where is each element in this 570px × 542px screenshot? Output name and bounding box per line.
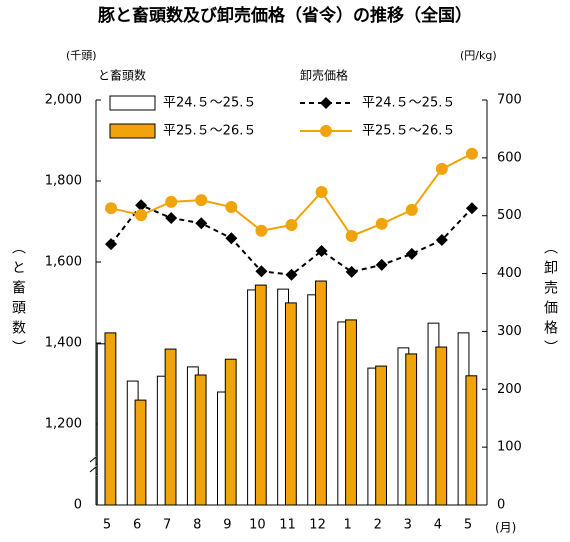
- y2-tick-label: 0: [497, 498, 505, 513]
- marker: [345, 265, 358, 278]
- bar: [164, 348, 177, 506]
- marker: [225, 232, 238, 245]
- bar: [375, 365, 388, 506]
- y-tick-label: 1,400: [45, 336, 82, 351]
- marker: [375, 217, 388, 230]
- y2-tick-label: 400: [497, 266, 522, 281]
- x-unit: (月): [495, 521, 516, 535]
- x-tick-label: 7: [163, 518, 171, 533]
- marker: [165, 212, 178, 225]
- y2-tick-label: 700: [497, 93, 522, 108]
- bar: [435, 346, 448, 506]
- x-tick-label: 9: [223, 518, 231, 533]
- marker: [105, 202, 118, 215]
- marker: [345, 229, 358, 242]
- legend-swatch: [109, 123, 156, 139]
- bar: [284, 302, 297, 506]
- marker: [405, 203, 418, 216]
- bar: [104, 332, 117, 506]
- marker: [255, 224, 268, 237]
- legend-label: 平24.５～25.５: [362, 96, 455, 111]
- legend-marker: [320, 125, 332, 137]
- bar: [345, 319, 357, 506]
- bar: [254, 284, 267, 506]
- legend-label: 平24.５～25.５: [163, 96, 256, 111]
- y2-tick-label: 300: [497, 324, 522, 339]
- marker: [195, 217, 208, 230]
- y-tick-label: 2,000: [45, 93, 82, 108]
- y-unit: (千頭): [66, 49, 97, 62]
- marker: [165, 195, 178, 208]
- marker: [105, 238, 118, 251]
- chart-title: 豚と畜頭数及び卸売価格（省令）の推移（全国）: [98, 5, 472, 26]
- legend-group-title: 卸売価格: [300, 68, 348, 83]
- y-tick-label: 1,600: [45, 255, 82, 270]
- legend-group-title: と畜頭数: [98, 68, 146, 83]
- bar: [315, 280, 327, 506]
- marker: [135, 209, 148, 222]
- legend-swatch: [109, 95, 156, 111]
- y2-axis-title: （卸売価格）: [542, 240, 558, 360]
- x-tick-label: 11: [279, 518, 296, 533]
- marker: [225, 201, 238, 214]
- y2-tick-label: 100: [497, 440, 522, 455]
- marker: [315, 185, 328, 198]
- x-tick-label: 8: [193, 518, 201, 533]
- marker: [285, 218, 298, 231]
- marker: [135, 199, 148, 212]
- y2-unit: (円/kg): [460, 49, 497, 62]
- y-axis-title: （と畜頭数）: [10, 240, 26, 360]
- x-tick-label: 4: [434, 518, 442, 533]
- marker: [465, 147, 478, 160]
- legend-label: 平25.５～26.５: [362, 124, 455, 139]
- legend-label: 平25.５～26.５: [163, 124, 256, 139]
- x-tick-label: 12: [309, 518, 326, 533]
- marker: [435, 162, 448, 175]
- x-tick-label: 6: [133, 518, 141, 533]
- marker: [195, 194, 208, 207]
- x-tick-label: 2: [374, 518, 382, 533]
- bar: [194, 374, 207, 506]
- marker: [435, 234, 448, 247]
- x-tick-label: 10: [249, 518, 266, 533]
- y2-tick-label: 600: [497, 150, 522, 165]
- marker: [465, 202, 478, 215]
- y2-tick-label: 200: [497, 382, 522, 397]
- marker: [375, 258, 388, 271]
- marker: [255, 265, 268, 278]
- y-tick-label: 1,200: [45, 417, 82, 432]
- marker: [315, 245, 328, 258]
- x-tick-label: 3: [404, 518, 412, 533]
- y2-tick-label: 500: [497, 208, 522, 223]
- bar: [134, 399, 147, 506]
- line: [110, 204, 473, 276]
- y-tick-label: 0: [74, 498, 82, 513]
- x-tick-label: 5: [103, 518, 111, 533]
- bar: [405, 353, 418, 506]
- x-tick-label: 1: [344, 518, 352, 533]
- marker: [285, 268, 298, 281]
- legend-marker: [320, 97, 332, 109]
- x-tick-label: 5: [464, 518, 472, 533]
- y-tick-label: 1,800: [45, 174, 82, 189]
- bar: [224, 358, 237, 506]
- bar: [465, 375, 478, 506]
- marker: [405, 247, 418, 260]
